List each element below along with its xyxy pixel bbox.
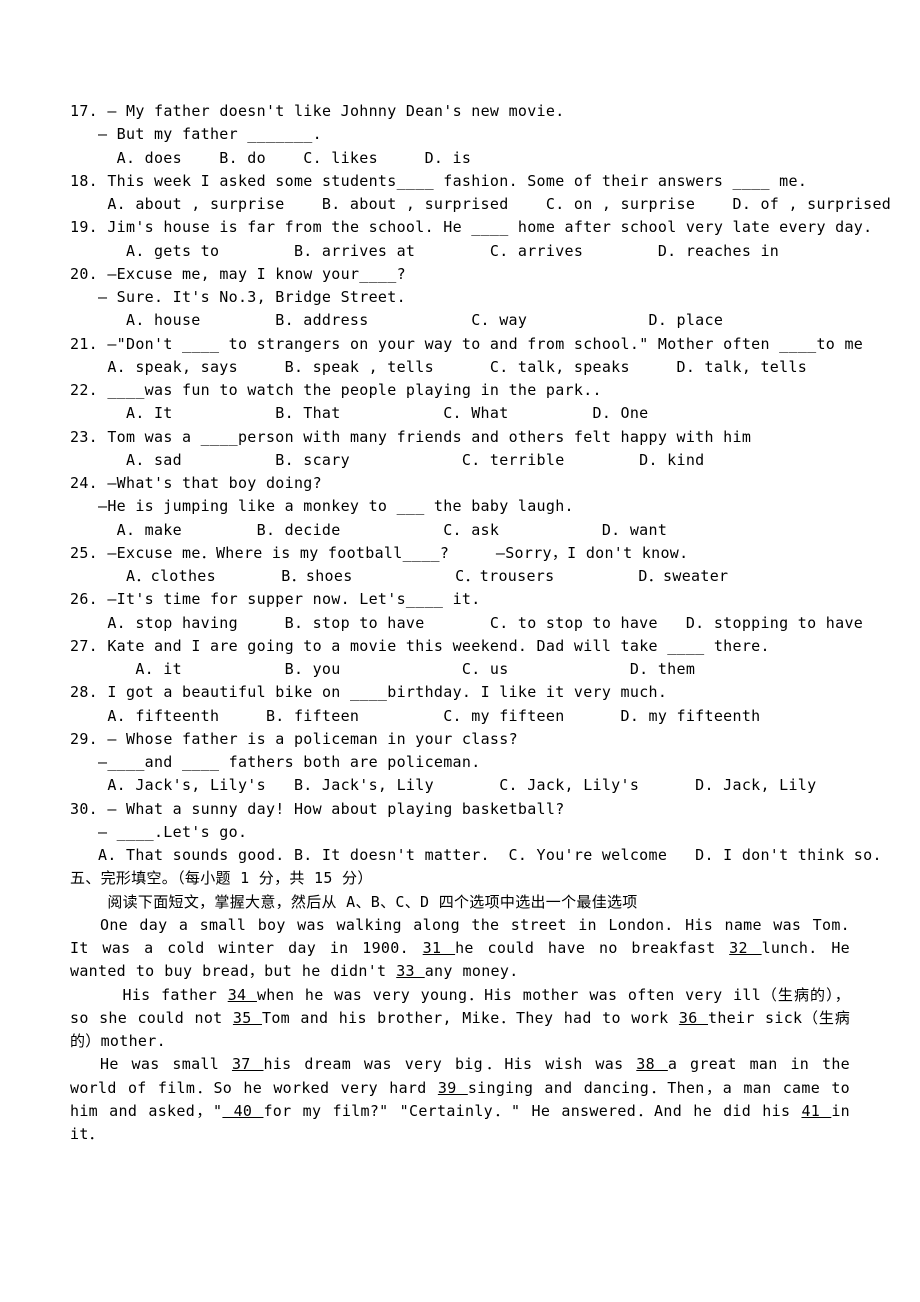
question-continuation: —____and ____ fathers both are policeman… — [70, 751, 850, 774]
question-continuation: — ____.Let's go. — [70, 821, 850, 844]
blank-33: 33 — [396, 962, 425, 980]
question-stem: 22. ____was fun to watch the people play… — [70, 379, 850, 402]
passage-text: His father — [123, 986, 228, 1004]
question-stem: 28. I got a beautiful bike on ____birthd… — [70, 681, 850, 704]
question-text: —It's time for supper now. Let's____ it. — [107, 590, 480, 608]
question-23: 23. Tom was a ____person with many frien… — [70, 426, 850, 473]
blank-40: 40 — [222, 1102, 263, 1120]
question-text: —What's that boy doing? — [107, 474, 322, 492]
passage-text: for my film?" "Certainly．" He answered．A… — [263, 1102, 801, 1120]
question-options: A. That sounds good. B. It doesn't matte… — [70, 844, 850, 867]
question-text: —Excuse me, may I know your____? — [107, 265, 406, 283]
question-number: 27. — [70, 637, 98, 655]
question-28: 28. I got a beautiful bike on ____birthd… — [70, 681, 850, 728]
question-25: 25. —Excuse me．Where is my football____?… — [70, 542, 850, 589]
question-options: A. fifteenth B. fifteen C. my fifteen D.… — [70, 705, 850, 728]
blank-35: 35 — [233, 1009, 262, 1027]
question-number: 29. — [70, 730, 98, 748]
question-number: 28. — [70, 683, 98, 701]
question-options: A. sad B. scary C. terrible D. kind — [70, 449, 850, 472]
section-5-title: 五、完形填空。（每小题 1 分，共 15 分） — [70, 867, 850, 890]
question-number: 17. — [70, 102, 98, 120]
question-continuation: —He is jumping like a monkey to ___ the … — [70, 495, 850, 518]
question-options: A. about , surprise B. about , surprised… — [70, 193, 850, 216]
question-20: 20. —Excuse me, may I know your____? — S… — [70, 263, 850, 333]
question-stem: 26. —It's time for supper now. Let's____… — [70, 588, 850, 611]
question-number: 23. — [70, 428, 98, 446]
question-stem: 30. — What a sunny day! How about playin… — [70, 798, 850, 821]
question-stem: 19. Jim's house is far from the school. … — [70, 216, 850, 239]
question-stem: 27. Kate and I are going to a movie this… — [70, 635, 850, 658]
question-continuation: — Sure. It's No.3, Bridge Street. — [70, 286, 850, 309]
question-27: 27. Kate and I are going to a movie this… — [70, 635, 850, 682]
question-number: 18. — [70, 172, 98, 190]
question-text: — What a sunny day! How about playing ba… — [107, 800, 564, 818]
question-19: 19. Jim's house is far from the school. … — [70, 216, 850, 263]
question-text: —"Don't ____ to strangers on your way to… — [107, 335, 863, 353]
question-number: 24. — [70, 474, 98, 492]
question-stem: 18. This week I asked some students____ … — [70, 170, 850, 193]
blank-31: 31 — [423, 939, 455, 957]
passage-paragraph-2: His father 34 when he was very young．His… — [70, 984, 850, 1054]
question-options: A. stop having B. stop to have C. to sto… — [70, 612, 850, 635]
question-26: 26. —It's time for supper now. Let's____… — [70, 588, 850, 635]
question-number: 21. — [70, 335, 98, 353]
question-number: 22. — [70, 381, 98, 399]
question-number: 30. — [70, 800, 98, 818]
question-text: — My father doesn't like Johnny Dean's n… — [107, 102, 564, 120]
question-stem: 25. —Excuse me．Where is my football____?… — [70, 542, 850, 565]
section-5-instruction: 阅读下面短文，掌握大意，然后从 A、B、C、D 四个选项中选出一个最佳选项 — [70, 891, 850, 914]
passage-paragraph-3: He was small 37 his dream was very big．H… — [70, 1053, 850, 1146]
blank-36: 36 — [679, 1009, 708, 1027]
passage-text: any money. — [425, 962, 519, 980]
blank-41: 41 — [801, 1102, 831, 1120]
question-text: Jim's house is far from the school. He _… — [107, 218, 872, 236]
question-text: Kate and I are going to a movie this wee… — [107, 637, 769, 655]
question-number: 26. — [70, 590, 98, 608]
question-stem: 21. —"Don't ____ to strangers on your wa… — [70, 333, 850, 356]
question-30: 30. — What a sunny day! How about playin… — [70, 798, 850, 868]
question-17: 17. — My father doesn't like Johnny Dean… — [70, 100, 850, 170]
question-text: I got a beautiful bike on ____birthday. … — [107, 683, 667, 701]
exam-document: 17. — My father doesn't like Johnny Dean… — [70, 100, 850, 1146]
question-text: ____was fun to watch the people playing … — [107, 381, 602, 399]
question-text: — Whose father is a policeman in your cl… — [107, 730, 518, 748]
blank-37: 37 — [232, 1055, 264, 1073]
question-stem: 24. —What's that boy doing? — [70, 472, 850, 495]
question-options: A. gets to B. arrives at C. arrives D. r… — [70, 240, 850, 263]
passage-text: He was small — [100, 1055, 232, 1073]
question-number: 20. — [70, 265, 98, 283]
question-stem: 23. Tom was a ____person with many frien… — [70, 426, 850, 449]
passage-text: his dream was very big．His wish was — [264, 1055, 637, 1073]
blank-38: 38 — [636, 1055, 668, 1073]
question-text: Tom was a ____person with many friends a… — [107, 428, 751, 446]
passage-text: Tom and his brother, Mike．They had to wo… — [262, 1009, 679, 1027]
question-options: A. make B. decide C. ask D. want — [70, 519, 850, 542]
question-text: This week I asked some students____ fash… — [107, 172, 807, 190]
question-options: A. house B. address C. way D. place — [70, 309, 850, 332]
passage-paragraph-1: One day a small boy was walking along th… — [70, 914, 850, 984]
blank-32: 32 — [729, 939, 761, 957]
question-21: 21. —"Don't ____ to strangers on your wa… — [70, 333, 850, 380]
blank-34: 34 — [228, 986, 257, 1004]
passage-text: he could have no breakfast — [455, 939, 729, 957]
question-options: A. It B. That C. What D. One — [70, 402, 850, 425]
question-18: 18. This week I asked some students____ … — [70, 170, 850, 217]
question-options: A．clothes B．shoes C．trousers D．sweater — [70, 565, 850, 588]
question-29: 29. — Whose father is a policeman in you… — [70, 728, 850, 798]
question-stem: 17. — My father doesn't like Johnny Dean… — [70, 100, 850, 123]
question-22: 22. ____was fun to watch the people play… — [70, 379, 850, 426]
question-options: A. Jack's, Lily's B. Jack's, Lily C. Jac… — [70, 774, 850, 797]
question-24: 24. —What's that boy doing? —He is jumpi… — [70, 472, 850, 542]
question-stem: 20. —Excuse me, may I know your____? — [70, 263, 850, 286]
question-options: A. does B. do C. likes D. is — [70, 147, 850, 170]
question-text: —Excuse me．Where is my football____? —So… — [107, 544, 688, 562]
question-stem: 29. — Whose father is a policeman in you… — [70, 728, 850, 751]
question-options: A. speak, says B. speak , tells C. talk,… — [70, 356, 850, 379]
question-number: 25. — [70, 544, 98, 562]
question-continuation: — But my father _______. — [70, 123, 850, 146]
question-options: A. it B. you C. us D. them — [70, 658, 850, 681]
question-number: 19. — [70, 218, 98, 236]
blank-39: 39 — [438, 1079, 468, 1097]
